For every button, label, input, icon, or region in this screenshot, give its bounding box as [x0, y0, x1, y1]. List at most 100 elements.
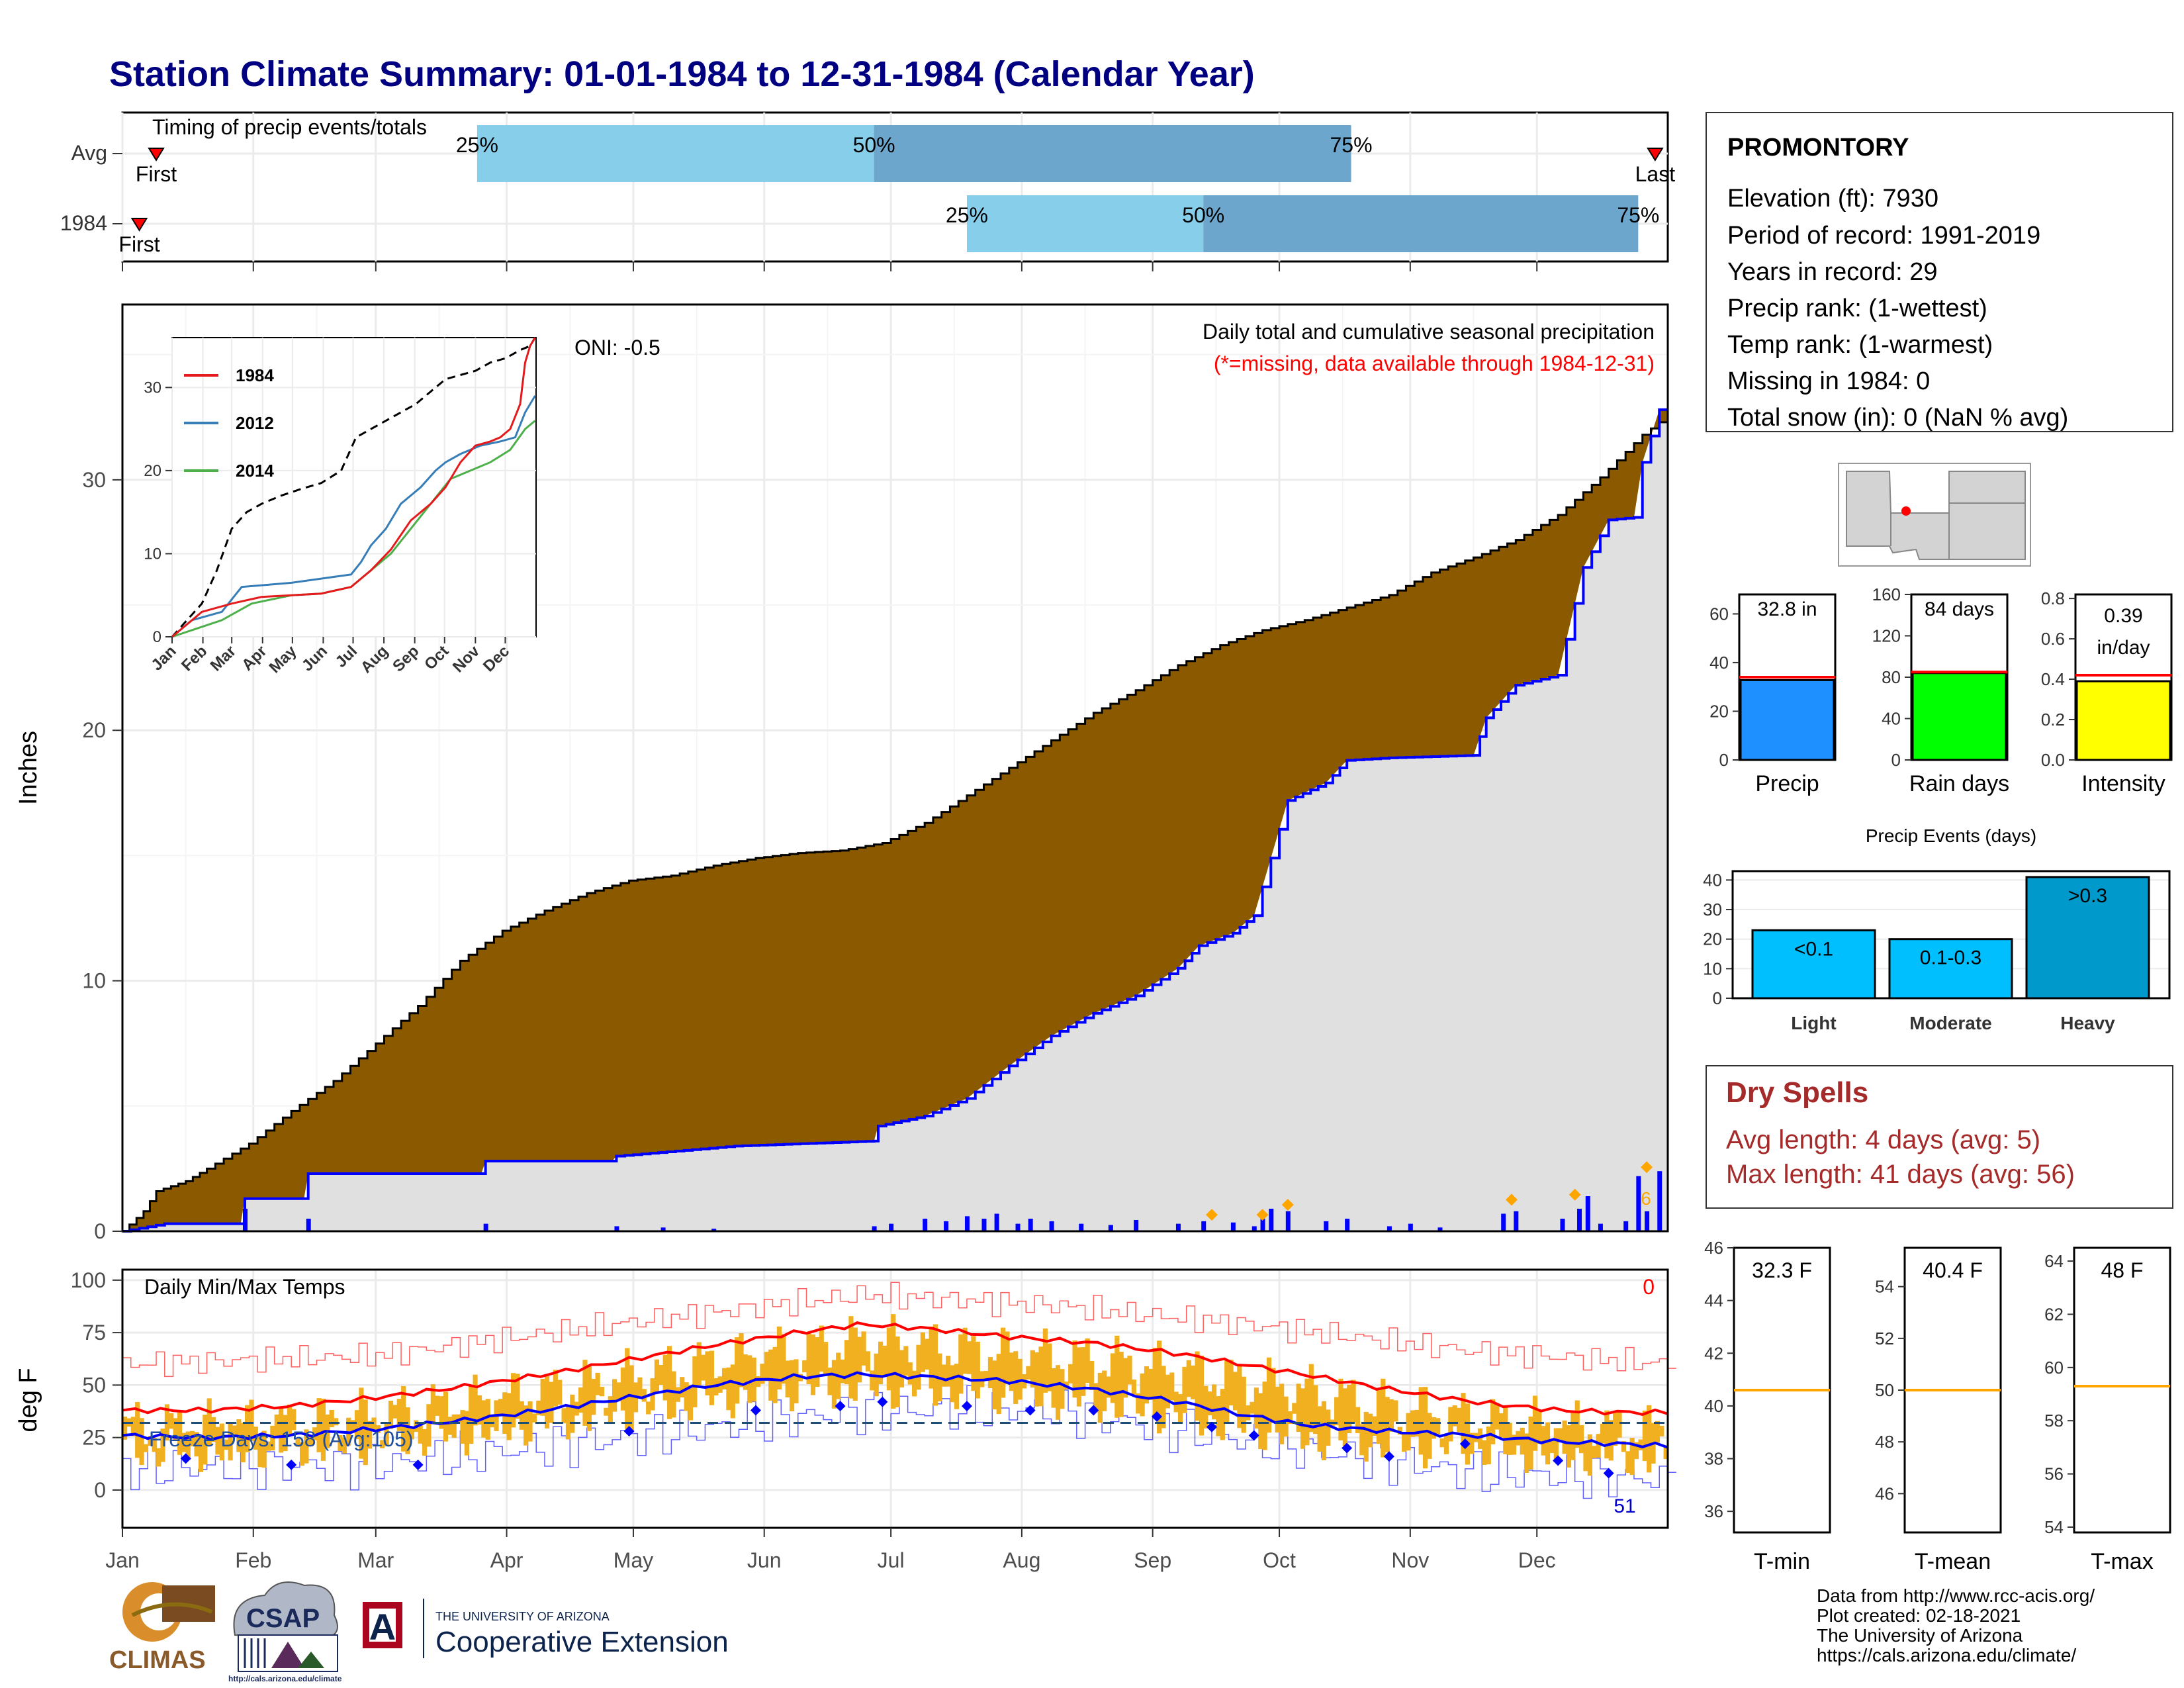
daily-temp-bar — [776, 1326, 782, 1389]
inset-series-2012 — [171, 395, 536, 638]
daily-temp-bar — [983, 1370, 989, 1380]
inset-legend-label: 2012 — [236, 413, 274, 433]
daily-temp-bar — [553, 1370, 558, 1407]
daily-temp-bar — [907, 1362, 913, 1385]
summary-ytick-label: 40 — [1882, 709, 1901, 729]
daily-temp-bar — [219, 1423, 224, 1461]
daily-temp-bar — [1625, 1451, 1631, 1474]
daily-temp-bar — [1347, 1384, 1352, 1434]
daily-temp-bar — [1490, 1399, 1496, 1444]
daily-temp-bar — [1431, 1417, 1436, 1439]
daily-precip-bar — [1285, 1211, 1291, 1231]
main-ylabel: Inches — [15, 731, 42, 805]
heavy-event-marker — [1505, 1194, 1518, 1206]
events-bar-inner-label: >0.3 — [2068, 885, 2107, 907]
daily-precip-bar — [1345, 1219, 1350, 1231]
daily-temp-bar — [831, 1360, 837, 1409]
daily-temp-bar — [1570, 1411, 1576, 1460]
daily-temp-bar — [565, 1405, 571, 1440]
summary-ytick-label: 160 — [1872, 585, 1901, 604]
daily-temp-bar — [1127, 1355, 1132, 1385]
daily-temp-bar — [1068, 1364, 1073, 1383]
daily-temp-bar — [1617, 1411, 1622, 1438]
daily-temp-bar — [1177, 1393, 1183, 1423]
daily-temp-bar — [1579, 1425, 1584, 1454]
daily-precip-bar — [1437, 1227, 1443, 1231]
daily-precip-bar — [1408, 1223, 1413, 1231]
events-bar — [1888, 938, 2013, 1000]
record-low-marker — [1459, 1438, 1471, 1450]
summary-ytick-label: 40 — [1709, 653, 1729, 673]
month-axis-label: Oct — [1263, 1548, 1296, 1572]
daily-temp-bar — [1072, 1340, 1077, 1398]
daily-temp-bar — [1207, 1391, 1212, 1416]
daily-temp-bar — [912, 1370, 917, 1397]
daily-temp-bar — [1435, 1418, 1441, 1434]
daily-precip-bar — [711, 1229, 717, 1231]
temp-summary-ytick-label: 42 — [1704, 1343, 1723, 1363]
daily-precip-bar — [1251, 1226, 1257, 1231]
temp-summary-ytick-label: 46 — [1875, 1483, 1894, 1503]
daily-temp-bar — [1034, 1352, 1040, 1407]
record-low-marker — [286, 1459, 297, 1470]
timing-row-label-avg: Avg — [71, 141, 107, 165]
record-low-marker — [412, 1459, 424, 1470]
daily-temp-bar — [815, 1337, 820, 1387]
daily-temp-bar — [1629, 1438, 1635, 1476]
events-ytick-label: 20 — [1703, 929, 1722, 949]
daily-precip-bar — [1015, 1223, 1021, 1231]
temp-low-value: 51 — [1614, 1495, 1635, 1517]
daily-temp-bar — [1199, 1355, 1205, 1436]
daily-temp-bar — [557, 1380, 563, 1405]
daily-temp-bar — [401, 1385, 406, 1452]
daily-temp-bar — [625, 1348, 630, 1430]
daily-precip-bar — [243, 1208, 248, 1231]
daily-temp-bar — [253, 1427, 258, 1450]
daily-temp-bar — [891, 1314, 896, 1409]
daily-temp-bar — [143, 1444, 149, 1452]
daily-temp-bar — [1047, 1343, 1052, 1391]
month-axis-label: Nov — [1391, 1548, 1429, 1572]
temp-summary-ytick-label: 64 — [2044, 1251, 2064, 1271]
daily-temp-bar — [1359, 1424, 1365, 1456]
daily-temp-bar — [819, 1325, 824, 1372]
main-missing-note: (*=missing, data available through 1984-… — [1214, 352, 1655, 375]
daily-temp-bar — [502, 1392, 508, 1434]
daily-temp-bar — [1520, 1427, 1525, 1455]
daily-temp-bar — [1338, 1378, 1343, 1441]
daily-temp-bar — [1461, 1393, 1466, 1454]
daily-temp-bar — [810, 1334, 816, 1395]
daily-temp-bar — [599, 1387, 605, 1397]
record-low-marker — [1024, 1405, 1036, 1416]
daily-precip-bar — [1269, 1208, 1274, 1231]
daily-temp-bar — [595, 1372, 600, 1395]
daily-temp-bar — [1157, 1340, 1162, 1434]
avg-tmax-line — [122, 1321, 1668, 1416]
daily-temp-bar — [274, 1414, 279, 1438]
daily-temp-bar — [785, 1360, 790, 1398]
record-low-marker — [750, 1405, 761, 1416]
summary-bar — [1739, 679, 1835, 761]
summary-value-unit: in/day — [2097, 637, 2150, 659]
locator-map — [1838, 463, 2031, 567]
daily-temp-bar — [675, 1387, 680, 1402]
daily-temp-bar — [1406, 1413, 1411, 1451]
daily-temp-bar — [1511, 1434, 1517, 1455]
daily-temp-bar — [1051, 1368, 1056, 1408]
daily-temp-bar — [130, 1417, 136, 1436]
daily-temp-bar — [135, 1401, 140, 1458]
temp-summary-ytick-label: 52 — [1875, 1329, 1894, 1348]
daily-temp-bar — [1486, 1427, 1491, 1465]
daily-temp-bar — [1638, 1439, 1643, 1451]
daily-temp-bar — [1266, 1357, 1272, 1433]
daily-temp-bar — [210, 1417, 216, 1442]
daily-temp-bar — [1537, 1411, 1542, 1444]
timing-bar-q25-q50 — [477, 125, 874, 182]
daily-temp-bar — [527, 1401, 533, 1442]
temp-summary-ytick-label: 54 — [1875, 1277, 1894, 1297]
daily-temp-bar — [739, 1333, 744, 1387]
daily-temp-bar — [1503, 1405, 1508, 1454]
timing-title: Timing of precip events/totals — [152, 115, 427, 139]
daily-temp-bar — [772, 1346, 778, 1403]
summary-ytick-label: 0.8 — [2041, 588, 2065, 608]
